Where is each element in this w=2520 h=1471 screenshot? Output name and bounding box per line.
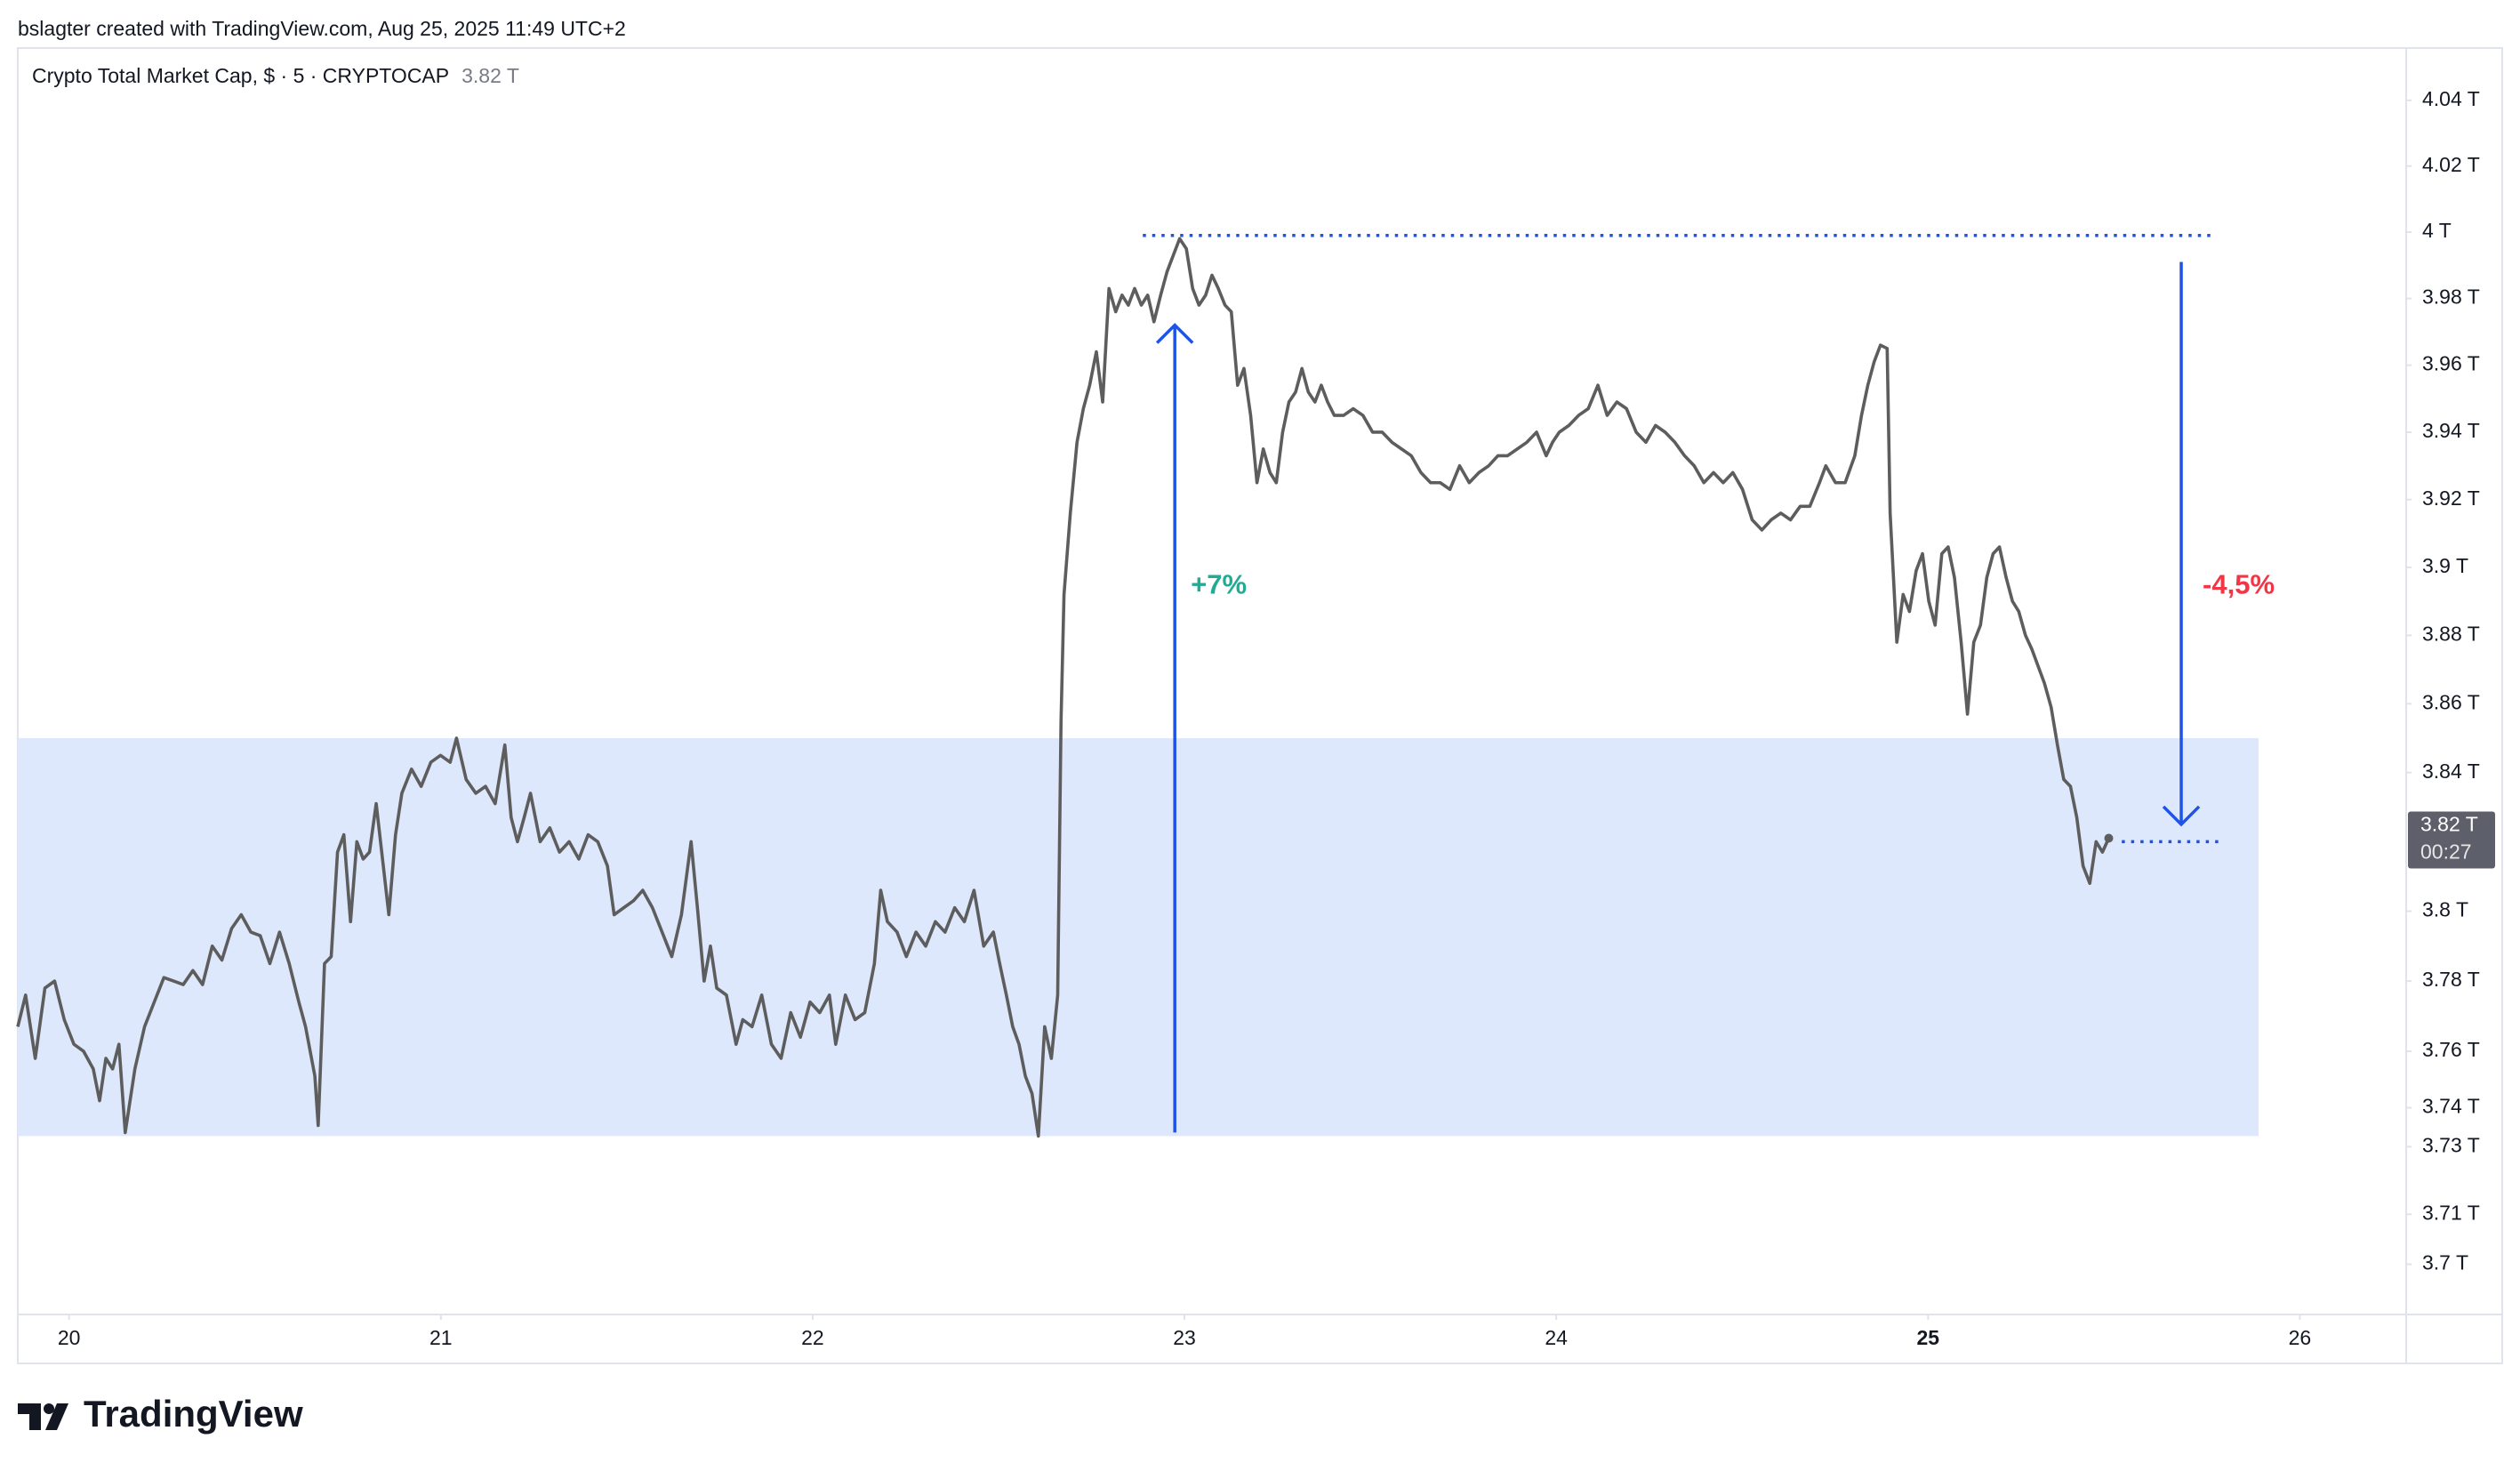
- y-tick-label: 3.74 T: [2422, 1095, 2480, 1118]
- chart-frame: [17, 47, 2503, 1364]
- y-tick-label: 3.78 T: [2422, 968, 2480, 991]
- y-tick-label: 4.04 T: [2422, 87, 2480, 110]
- y-tick-label: 3.88 T: [2422, 622, 2480, 645]
- y-tick-label: 3.9 T: [2422, 554, 2468, 577]
- plot-area: +7% -4,5%: [16, 233, 2275, 1138]
- y-tick-label: 3.94 T: [2422, 419, 2480, 442]
- x-tick-label: 26: [2289, 1326, 2312, 1349]
- header-text: bslagter created with TradingView.com, A…: [18, 17, 626, 40]
- y-tick-label: 3.76 T: [2422, 1038, 2480, 1061]
- x-tick-label: 25: [1917, 1326, 1940, 1349]
- y-tick-label: 4.02 T: [2422, 153, 2480, 176]
- logo-dot: [44, 1403, 54, 1414]
- y-tick-label: 3.7 T: [2422, 1251, 2468, 1274]
- x-tick-label: 22: [801, 1326, 824, 1349]
- price-label: 3.82 T: [2420, 813, 2478, 836]
- arrow-label: +7%: [1191, 568, 1247, 599]
- logo-slash: [45, 1403, 68, 1430]
- price-line: [16, 237, 2111, 1138]
- x-tick-label: 21: [429, 1326, 453, 1349]
- arrow-head: [2162, 805, 2201, 827]
- y-tick-label: 3.86 T: [2422, 690, 2480, 713]
- legend-value: 3.82 T: [461, 64, 519, 87]
- last-point: [2104, 833, 2114, 843]
- arrow-head: [1155, 323, 1194, 344]
- y-tick-label: 3.98 T: [2422, 285, 2480, 309]
- y-tick-label: 3.92 T: [2422, 486, 2480, 510]
- zone: [18, 737, 2259, 1137]
- brand-name: TradingView: [84, 1393, 303, 1435]
- y-tick-label: 3.84 T: [2422, 760, 2480, 783]
- price-label-box: [2408, 811, 2495, 869]
- y-tick-label: 3.8 T: [2422, 898, 2468, 921]
- y-tick-label: 3.96 T: [2422, 352, 2480, 375]
- x-tick-label: 20: [58, 1326, 81, 1349]
- countdown: 00:27: [2420, 840, 2472, 864]
- logo-bar: [18, 1403, 41, 1430]
- x-tick-label: 23: [1173, 1326, 1196, 1349]
- y-tick-label: 3.73 T: [2422, 1133, 2480, 1156]
- legend-title: Crypto Total Market Cap, $ · 5 · CRYPTOC…: [32, 64, 449, 87]
- brand-logo: TradingView: [18, 1393, 303, 1435]
- arrow-label: -4,5%: [2203, 568, 2275, 599]
- x-tick-label: 24: [1545, 1326, 1568, 1349]
- y-tick-label: 3.71 T: [2422, 1201, 2480, 1224]
- y-tick-label: 4 T: [2422, 219, 2452, 242]
